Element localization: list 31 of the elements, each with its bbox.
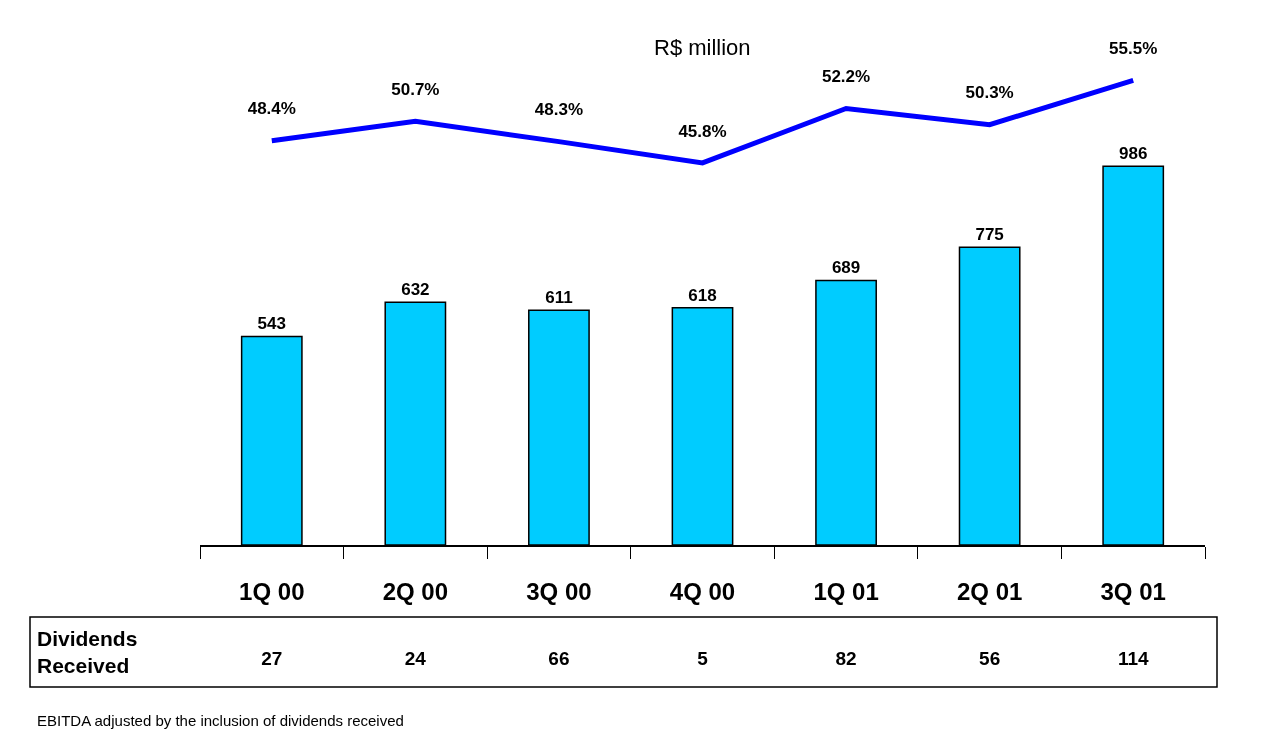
x-tick-label: 3Q 01 [1100, 577, 1166, 605]
data-label: 24 [404, 648, 427, 670]
x-tick-label: 1Q 00 [239, 577, 305, 605]
chart-subtitle: R$ million [654, 35, 751, 60]
data-label: 775 [975, 225, 1004, 245]
data-label: 27 [261, 648, 283, 670]
x-tick-label: 2Q 00 [382, 577, 449, 605]
data-label: 986 [1119, 144, 1148, 164]
data-label: 48.4% [247, 99, 296, 119]
data-label: 52.2% [821, 67, 871, 87]
data-label: 82 [835, 648, 857, 670]
data-label: 55.5% [1109, 39, 1158, 59]
data-label: 50.3% [965, 83, 1014, 103]
text: EBITDA adjusted by the inclusion of dividends received [37, 712, 404, 729]
x-tick-label: 2Q 01 [956, 577, 1023, 605]
data-label: 611 [545, 288, 573, 308]
data-label: 48.3% [534, 100, 584, 120]
data-label: 50.7% [391, 79, 440, 99]
data-label: 66 [548, 648, 570, 670]
data-label: 632 [401, 280, 430, 300]
data-label: 114 [1117, 648, 1149, 670]
data-label: 543 [257, 314, 286, 334]
x-tick-label: 4Q 00 [669, 577, 736, 605]
data-label: 45.8% [678, 121, 727, 141]
x-tick-label: 3Q 00 [526, 577, 592, 605]
text: Dividends Received [37, 627, 138, 678]
data-label: 5 [697, 648, 709, 670]
data-label: 689 [831, 258, 861, 278]
x-tick-label: 1Q 01 [813, 577, 879, 605]
data-label: 56 [979, 648, 1001, 670]
data-label: 618 [688, 285, 717, 305]
